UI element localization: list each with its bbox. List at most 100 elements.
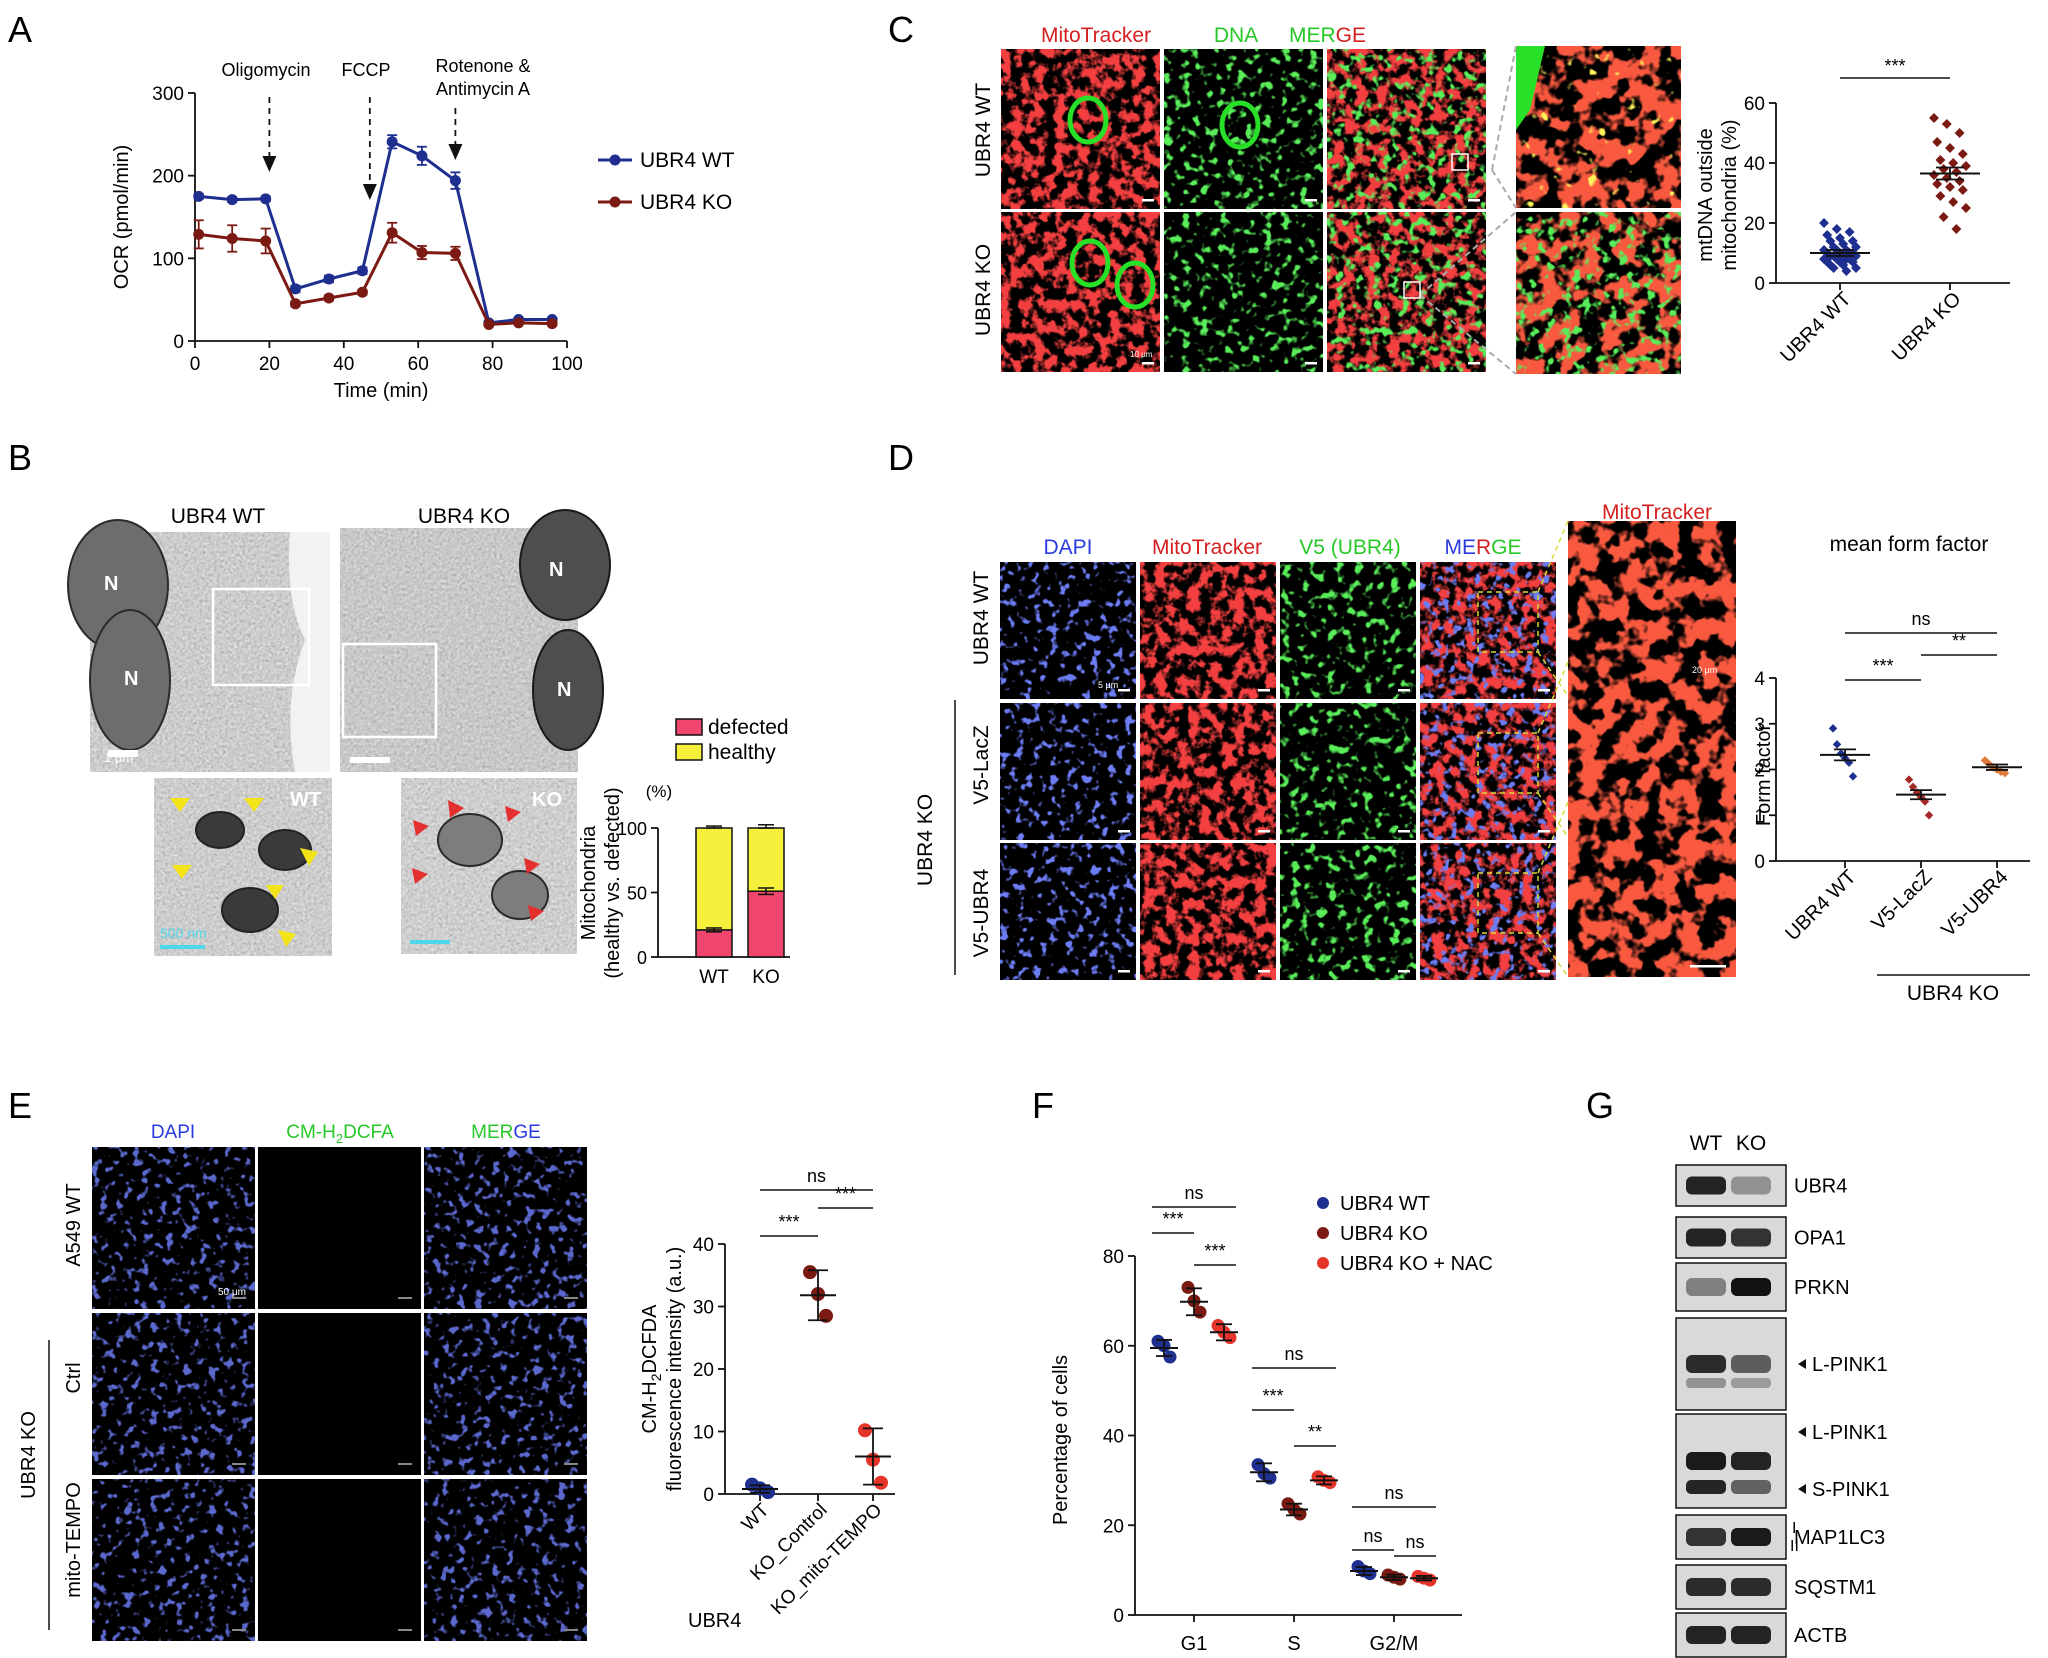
em-arrowhead-ko-2	[505, 806, 521, 822]
annotation-oligomycin: Oligomycin	[221, 60, 310, 80]
d-tile-lacz-1-layer-0	[1140, 703, 1276, 840]
panel-letter-e: E	[8, 1085, 32, 1126]
f-sig-6-label: ns	[1384, 1483, 1403, 1503]
e-y-label-part-3: DCFDA	[639, 1304, 661, 1374]
c-point-1-5	[1957, 149, 1968, 159]
c-y-axis-label-line-0: mtDNA outside	[1695, 128, 1717, 261]
c-point-0-0	[1819, 218, 1829, 228]
c-point-1-9	[1938, 164, 1949, 174]
e-tile-ctrl-1-bg	[258, 1313, 421, 1475]
panel-letter-d: D	[888, 437, 914, 478]
d-y-tick-label-1: 1	[1754, 806, 1765, 827]
blot-1-band-ko	[1731, 1228, 1771, 1247]
e-y-label-part-4: fluorescence intensity (a.u.)	[664, 1247, 686, 1492]
b-y-axis-label: Mitochondria (healthy vs. defected)	[578, 787, 624, 978]
blot-5-band-wt	[1686, 1528, 1726, 1546]
c-tile-ko-0-layer-0	[1001, 212, 1160, 372]
legend-wt-marker	[609, 154, 621, 166]
d-scale-label-5um: 5 μm	[1098, 680, 1118, 690]
channel-label-v5-d: V5 (UBR4)	[1299, 536, 1401, 559]
annotation-rotenone: Rotenone &	[435, 56, 530, 76]
a-point-wt-1	[226, 194, 238, 206]
b-y-tick-label-2: 100	[617, 819, 647, 839]
c-point-1-8	[1961, 161, 1971, 171]
d-tile-lacz-1-scalebar	[1258, 830, 1270, 833]
e-scale-label: 50 μm	[218, 1287, 246, 1298]
d-point-1-1	[1908, 782, 1918, 792]
blot-5-mark-1: II	[1790, 1538, 1799, 1555]
legend-ko-marker	[609, 196, 621, 208]
channel-label-merge-e: MERGE	[471, 1122, 541, 1143]
c-point-0-31	[1828, 263, 1839, 273]
d-point-0-0	[1828, 724, 1838, 733]
blot-6-band-ko	[1731, 1578, 1771, 1596]
merge-part-green: MER	[1289, 24, 1336, 47]
b-bar-healthy-0	[695, 827, 733, 931]
blot-5-label: MAP1LC3	[1794, 1527, 1885, 1549]
c-y-tick-label-2: 40	[1744, 154, 1765, 175]
em-mito-wt-3	[221, 887, 279, 933]
b-y-tick-label-0: 0	[637, 948, 647, 968]
d-tile-wt-2-layer-0	[1280, 562, 1416, 699]
c-tile-ko-2-scalebar	[1468, 362, 1480, 365]
f-y-tick-label-2: 40	[1103, 1427, 1124, 1448]
a-x-tick-label-0: 0	[190, 354, 201, 375]
blot-0-band-wt	[1686, 1176, 1726, 1195]
c-tile-wt-1-scalebar	[1305, 199, 1317, 202]
blot-5-band-ko	[1731, 1528, 1771, 1546]
em-scale-bar-500nm	[160, 945, 205, 949]
e-y-tick-label-4: 40	[693, 1235, 714, 1256]
a-point-wt-2	[260, 193, 272, 205]
f-sig-8-label: ns	[1405, 1532, 1424, 1552]
c-point-1-15	[1945, 182, 1955, 192]
b-y-tick-label-1: 50	[627, 884, 647, 904]
blot-4-band-s-0	[1686, 1480, 1726, 1494]
d-point-2-5	[2000, 768, 2010, 778]
em-arrowhead-wt-5	[266, 885, 284, 899]
e-x-tick-label-0: WT	[738, 1499, 774, 1535]
d-tile-wt-3-scalebar	[1538, 689, 1550, 692]
blot-3-band-lower-1	[1731, 1378, 1771, 1388]
d-sig-2-label: **	[1952, 631, 1966, 651]
a-x-tick-label-3: 60	[408, 354, 429, 375]
d-point-0-1	[1832, 740, 1842, 749]
em-arrowhead-wt-1	[170, 798, 190, 812]
lane-label-ko: KO	[1736, 1132, 1766, 1155]
d-tile-v5ubr4-2-layer-0	[1280, 843, 1416, 980]
channel-label-mitotracker: MitoTracker	[1041, 24, 1151, 47]
lane-label-wt: WT	[1690, 1132, 1723, 1155]
f-point-2-1-2	[1323, 1476, 1337, 1490]
blot-1-band-wt	[1686, 1228, 1726, 1247]
row-label-c-wt: UBR4 WT	[972, 83, 995, 178]
group-label-d-ko: UBR4 KO	[914, 794, 937, 886]
merge-e-part-green: MER	[471, 1122, 513, 1143]
c-y-axis-label-line-1: mitochondria (%)	[1719, 119, 1741, 270]
em-zoom-label-ko: KO	[532, 789, 562, 811]
e-tile-mitotempo-0-scalebar	[232, 1629, 246, 1631]
row-label-d-v5ubr4: V5-UBR4	[970, 868, 993, 957]
blot-4-arrow	[1798, 1427, 1806, 1437]
a-x-tick-label-5: 100	[551, 354, 583, 375]
chart-a-axes: 0 20 40 60 80 100 0 100 200 300 Time (min) OCR (pmo…	[111, 84, 583, 402]
em-arrowhead-wt-6	[278, 930, 296, 947]
western-blots: UBR4 OPA1 PRKN L-PINK1 L-PINK1 S-PINK1 MAP1LC3…	[1675, 1164, 1890, 1658]
zoom-c-guide-4	[1419, 294, 1517, 375]
c-nucleus-ring-2	[1069, 238, 1111, 288]
b-bar-defected-0	[695, 929, 733, 958]
d-point-0-5	[1848, 772, 1858, 781]
f-sig-3-label: ns	[1284, 1344, 1303, 1364]
confocal-grid-d: 5 μm 20 μm	[1000, 520, 1736, 980]
panel-g: G WT KO UBR4 OPA1 PRKN L-PINK1 L-PINK1 S-PINK…	[1586, 1085, 1890, 1658]
d-y-tick-label-0: 0	[1754, 852, 1765, 873]
d-tile-lacz-0-layer-0	[1000, 703, 1136, 840]
c-point-1-0	[1929, 113, 1939, 123]
merge-part-red: GE	[1336, 24, 1366, 47]
d-tile-lacz-2-layer-0	[1280, 703, 1416, 840]
c-tile-wt-0-scalebar	[1142, 199, 1154, 202]
c-point-1-16	[1957, 185, 1968, 195]
b-y-unit: (%)	[646, 782, 672, 801]
b-x-tick-label-0: WT	[699, 967, 729, 988]
zoom-c-guide-2	[1491, 169, 1517, 209]
a-x-tick-label-1: 20	[259, 354, 280, 375]
